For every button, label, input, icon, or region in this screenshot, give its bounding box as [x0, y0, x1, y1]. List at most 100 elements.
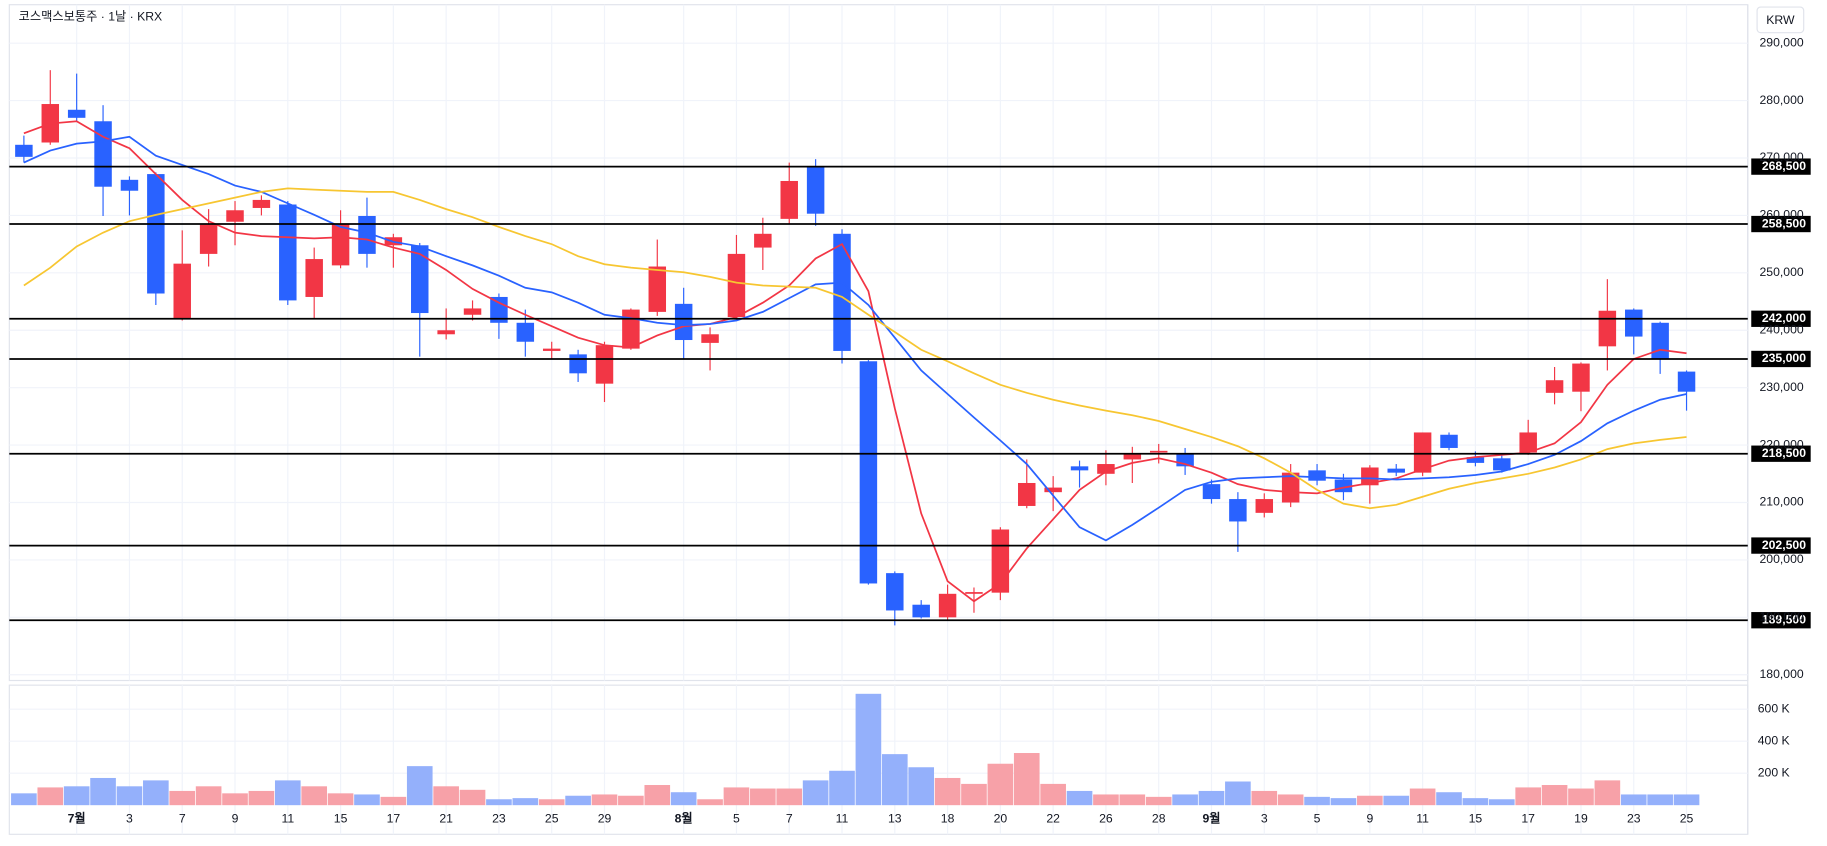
- level-tag: [1751, 158, 1811, 175]
- volume-bar: [143, 780, 169, 806]
- volume-bar: [116, 786, 143, 806]
- level-tag: [1751, 310, 1811, 327]
- candle-body: [780, 180, 798, 219]
- volume-bar: [723, 787, 750, 806]
- volume-bar: [855, 693, 882, 806]
- candle-body: [1255, 499, 1274, 513]
- volume-bar: [433, 786, 459, 806]
- candle-body: [965, 592, 983, 594]
- candle-body: [1070, 466, 1089, 471]
- y-tick-label: 180,000: [1760, 667, 1804, 681]
- candle-body: [833, 233, 851, 351]
- x-tick-label: 7월: [68, 810, 86, 825]
- volume-tick-label: 600 K: [1758, 701, 1791, 715]
- level-label: 242,000: [1762, 311, 1806, 325]
- volume-bar: [37, 787, 64, 806]
- candle-body: [859, 361, 878, 584]
- volume-bar: [1357, 795, 1383, 806]
- candle-body: [94, 121, 112, 187]
- volume-bar: [1119, 794, 1146, 806]
- volume-bar: [1383, 795, 1410, 806]
- x-tick-label: 9: [1366, 811, 1373, 825]
- candle-body: [1387, 468, 1405, 473]
- volume-bar: [1436, 792, 1462, 806]
- candle-body: [1202, 484, 1221, 500]
- volume-bar: [881, 754, 908, 806]
- candle-body: [1677, 371, 1696, 392]
- grid: [9, 4, 1748, 835]
- volume-bar: [1594, 780, 1621, 806]
- x-tick-label: 28: [1152, 811, 1166, 825]
- candle-body: [806, 166, 825, 214]
- candle-body: [727, 253, 746, 318]
- volume-tick-label: 200 K: [1758, 765, 1791, 779]
- volume-bar: [987, 763, 1014, 806]
- volume-bar: [802, 780, 829, 806]
- volume-bar: [1172, 794, 1198, 806]
- candle-body: [252, 199, 271, 208]
- y-tick-label: 210,000: [1760, 495, 1804, 509]
- moving-average-line: [23, 135, 1687, 542]
- volume-bar: [1568, 788, 1594, 806]
- candle-body: [1519, 432, 1537, 453]
- candle-body: [1097, 464, 1115, 474]
- candle-body: [173, 263, 191, 320]
- volume-bars: [11, 693, 1700, 806]
- level-tag: [1751, 215, 1811, 233]
- level-label: 258,500: [1762, 216, 1806, 230]
- y-tick-label: 240,000: [1760, 322, 1804, 336]
- candle-body: [120, 179, 139, 191]
- volume-bar: [961, 783, 987, 806]
- y-tick-label: 230,000: [1760, 380, 1804, 394]
- volume-bar: [618, 795, 644, 806]
- volume-bar: [750, 788, 776, 806]
- candle-body: [569, 354, 587, 374]
- volume-bar: [829, 770, 855, 806]
- candle-body: [358, 215, 376, 254]
- candle-body: [1413, 432, 1432, 473]
- y-tick-label: 250,000: [1760, 265, 1804, 279]
- x-tick-label: 9: [232, 811, 239, 825]
- volume-bar: [1066, 790, 1093, 806]
- candle-body: [199, 224, 218, 254]
- candle-body: [1466, 457, 1485, 463]
- level-label: 189,500: [1762, 612, 1806, 626]
- candle-body: [331, 223, 350, 266]
- volume-bar: [565, 795, 591, 806]
- volume-bar: [1225, 781, 1251, 806]
- candle-body: [437, 330, 455, 335]
- x-tick-label: 11: [836, 811, 849, 825]
- volume-bar: [670, 792, 697, 806]
- volume-bar: [1013, 753, 1040, 806]
- volume-bar: [1251, 790, 1278, 806]
- currency-label[interactable]: KRW: [1766, 13, 1795, 27]
- candles: [15, 70, 1696, 626]
- x-tick-label: 7: [179, 811, 186, 825]
- level-label: 218,500: [1762, 446, 1806, 460]
- level-tag: [1751, 350, 1811, 368]
- volume-bar: [1462, 798, 1489, 806]
- volume-bar: [697, 799, 723, 806]
- x-tick-label: 20: [994, 811, 1008, 825]
- volume-bar: [934, 777, 961, 806]
- volume-bar: [1093, 794, 1119, 806]
- level-label: 235,000: [1762, 351, 1806, 365]
- candle-body: [1493, 458, 1511, 471]
- volume-bar: [327, 793, 354, 806]
- volume-bar: [776, 788, 803, 806]
- moving-average-line: [23, 120, 1687, 603]
- x-tick-label: 21: [439, 811, 453, 825]
- x-tick-label: 5: [733, 811, 740, 825]
- candle-body: [1651, 322, 1669, 359]
- x-tick-label: 7: [786, 811, 793, 825]
- volume-bar: [248, 790, 275, 806]
- volume-bar: [1488, 799, 1515, 806]
- currency-button[interactable]: [1756, 6, 1805, 34]
- x-tick-label: 26: [1099, 811, 1113, 825]
- volume-bar: [1304, 796, 1330, 806]
- candle-body: [912, 604, 930, 618]
- volume-tick-label: 400 K: [1758, 733, 1791, 747]
- x-tick-label: 11: [281, 811, 294, 825]
- volume-bar: [1409, 788, 1436, 806]
